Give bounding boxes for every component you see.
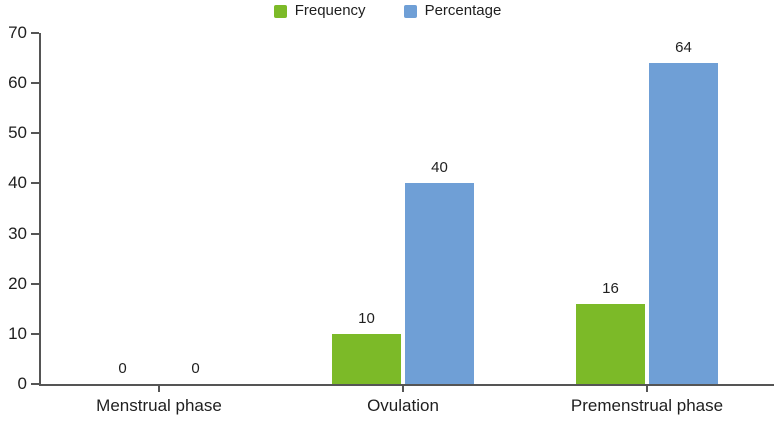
- y-axis-tick: [31, 383, 39, 385]
- y-axis-tick-label: 20: [8, 274, 27, 293]
- legend-item-frequency: Frequency: [273, 2, 366, 20]
- y-axis-tick: [31, 182, 39, 184]
- legend-label-percentage: Percentage: [424, 2, 502, 19]
- y-axis-tick: [31, 32, 39, 34]
- x-axis-label: Menstrual phase: [96, 396, 222, 415]
- bar-value-label: 16: [602, 280, 619, 297]
- y-axis-tick-label: 70: [8, 23, 27, 42]
- y-axis-tick: [31, 82, 39, 84]
- y-axis-tick: [31, 333, 39, 335]
- bar: [576, 304, 645, 384]
- y-axis-tick: [31, 233, 39, 235]
- x-axis-label: Premenstrual phase: [570, 396, 724, 415]
- legend-item-percentage: Percentage: [403, 2, 502, 20]
- bar-value-label: 10: [358, 310, 375, 327]
- y-axis-tick-label: 30: [8, 224, 27, 243]
- bar: [405, 183, 474, 384]
- percentage-swatch-icon: [403, 5, 417, 18]
- legend-label-frequency: Frequency: [294, 2, 366, 19]
- y-axis-tick-label: 40: [8, 173, 27, 192]
- bar-value-label: 0: [118, 360, 127, 377]
- bar-value-label: 64: [675, 39, 692, 56]
- bar-value-label: 0: [191, 360, 200, 377]
- y-axis-tick-label: 10: [8, 324, 27, 343]
- bar: [649, 63, 718, 384]
- y-axis-tick-label: 60: [8, 73, 27, 92]
- x-axis-tick: [646, 386, 648, 392]
- bar-value-label: 40: [431, 159, 448, 176]
- y-axis-tick-label: 0: [17, 374, 27, 393]
- x-axis-tick: [402, 386, 404, 392]
- y-axis-tick: [31, 132, 39, 134]
- chart-legend: Frequency Percentage: [0, 2, 775, 20]
- y-axis-line: [39, 33, 41, 386]
- y-axis-tick: [31, 283, 39, 285]
- bar: [332, 334, 401, 384]
- frequency-swatch-icon: [273, 5, 287, 18]
- x-axis-tick: [158, 386, 160, 392]
- x-axis-label: Ovulation: [367, 396, 439, 415]
- x-axis-line: [39, 384, 774, 386]
- y-axis-tick-label: 50: [8, 123, 27, 142]
